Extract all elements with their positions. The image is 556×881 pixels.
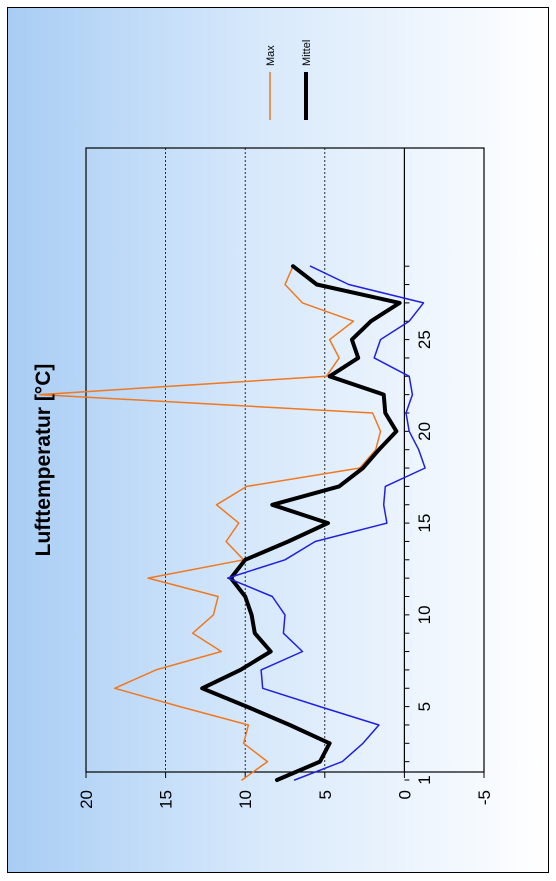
y-tick-label: 15 <box>157 790 176 809</box>
x-tick-label: 20 <box>415 422 434 441</box>
plot-area <box>85 147 485 773</box>
y-tick-label: 5 <box>316 790 335 799</box>
chart-title: Lufttemperatur [°C] <box>32 364 55 557</box>
y-tick-label: 0 <box>395 790 414 799</box>
y-tick-label: -5 <box>475 790 494 805</box>
y-tick-label: 20 <box>77 790 96 809</box>
x-tick-label: 1 <box>415 775 434 784</box>
legend-label-max: Max <box>265 45 277 66</box>
chart-frame <box>7 7 549 873</box>
x-tick-label: 5 <box>415 702 434 711</box>
y-tick-label: 10 <box>236 790 255 809</box>
series-line-mittel <box>200 264 402 782</box>
x-tick-label: 25 <box>415 330 434 349</box>
series-line-max <box>39 265 382 781</box>
series-line-series-3 <box>226 265 426 781</box>
x-tick-label: 10 <box>415 605 434 624</box>
x-tick-label: 15 <box>415 514 434 533</box>
legend-label-mittel: Mittel <box>301 40 313 66</box>
